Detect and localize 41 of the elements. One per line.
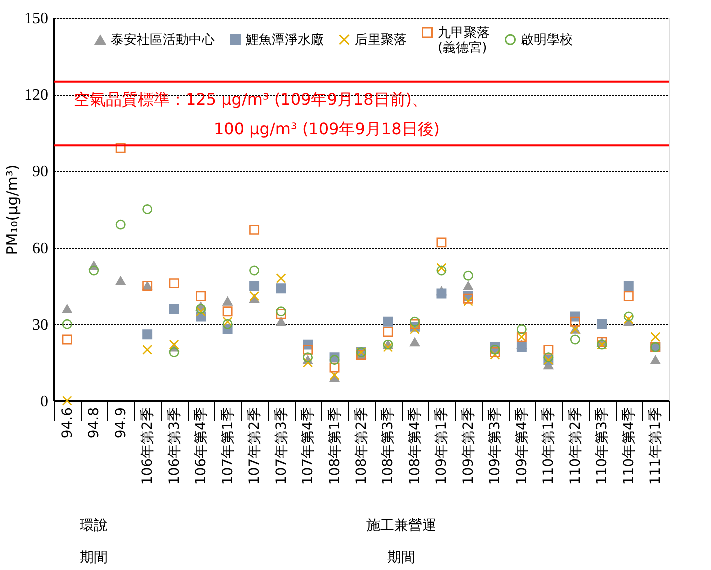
y-axis-title: PM₁₀(μg/m³) bbox=[4, 164, 22, 256]
x-tick-label: 109年第1季 bbox=[434, 408, 450, 486]
ref-line-label: 空氣品質標準：125 μg/m³ (109年9月18日前)、 bbox=[74, 90, 428, 109]
y-tick-label: 120 bbox=[24, 87, 48, 104]
y-tick-label: 90 bbox=[32, 164, 48, 181]
x-tick-label: 94.8 bbox=[86, 408, 103, 439]
y-tick-label: 30 bbox=[32, 316, 48, 334]
x-tick-label: 108年第4季 bbox=[407, 408, 424, 486]
x-tick-label: 110年第1季 bbox=[541, 408, 558, 486]
legend-label: 九甲聚落 (義德宮) bbox=[438, 26, 490, 56]
x-tick-label: 109年第3季 bbox=[488, 408, 504, 486]
x-tick-label: 106年第4季 bbox=[194, 408, 210, 486]
x-tick-label: 107年第1季 bbox=[220, 408, 236, 486]
y-tick-label: 60 bbox=[32, 240, 48, 258]
x-tick-label: 110年第4季 bbox=[621, 408, 638, 486]
x-tick-label: 107年第2季 bbox=[247, 408, 264, 486]
y-tick-label: 0 bbox=[40, 394, 48, 410]
text: 施工兼營運 bbox=[366, 518, 437, 534]
legend-label: 啟明學校 bbox=[521, 32, 573, 48]
x-tick-label: 109年第2季 bbox=[460, 408, 477, 486]
x-tick-label: 94.9 bbox=[113, 408, 130, 439]
text: 期間 bbox=[388, 550, 416, 566]
x-tick-label: 111年第1季 bbox=[648, 408, 664, 486]
x-tick-label: 109年第4季 bbox=[514, 408, 530, 486]
x-tick-label: 107年第4季 bbox=[300, 408, 317, 486]
x-tick-label: 107年第3季 bbox=[274, 408, 290, 486]
text: 期間 bbox=[80, 550, 108, 566]
legend-label: 泰安社區活動中心 bbox=[111, 32, 215, 48]
y-tick-label: 150 bbox=[24, 10, 48, 28]
text: 環說 bbox=[80, 518, 108, 534]
x-tick-label: 106年第2季 bbox=[140, 408, 156, 486]
x-tick-label: 110年第3季 bbox=[594, 408, 611, 486]
x-tick-label: 106年第3季 bbox=[166, 408, 183, 486]
ref-line-label: 100 μg/m³ (109年9月18日後) bbox=[214, 120, 440, 139]
x-tick-label: 108年第1季 bbox=[327, 408, 344, 486]
legend-label: 鯉魚潭淨水廠 bbox=[246, 32, 324, 48]
x-tick-label: 108年第2季 bbox=[354, 408, 370, 486]
legend-label: 后里聚落 bbox=[355, 32, 407, 48]
x-tick-label: 94.6 bbox=[60, 407, 76, 439]
x-tick-label: 108年第3季 bbox=[380, 408, 397, 486]
x-tick-label: 110年第2季 bbox=[568, 408, 584, 486]
